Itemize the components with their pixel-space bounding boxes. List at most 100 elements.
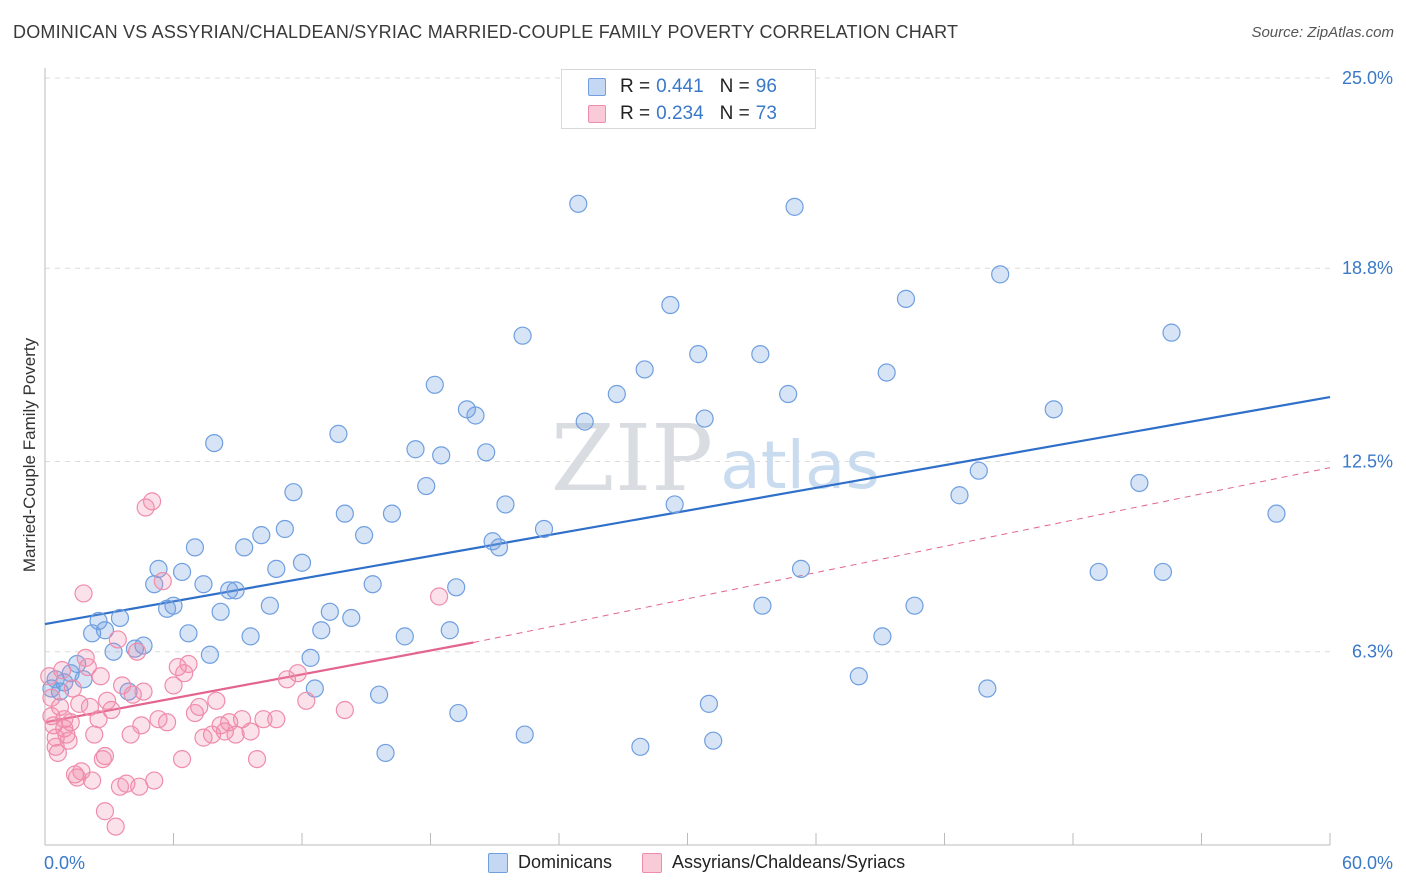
assyrian-point xyxy=(335,700,354,720)
assyrians-trend-line xyxy=(44,641,474,724)
y-tick-label: 18.8% xyxy=(1342,258,1393,278)
dominican-point xyxy=(284,483,303,502)
dominican-point xyxy=(896,289,916,308)
dominican-point xyxy=(440,621,459,640)
dominican-point xyxy=(260,596,279,615)
n-value: 96 xyxy=(755,76,777,97)
y-tick-label: 12.5% xyxy=(1342,452,1393,472)
assyrian-point xyxy=(106,817,125,836)
dominican-point xyxy=(200,645,220,664)
legend-row-assyrians: R = 0.234 N = 73 xyxy=(588,102,777,126)
dominican-point xyxy=(164,596,183,615)
assyrian-point xyxy=(297,691,316,710)
tick-labels: 6.3% 12.5% 18.8% 25.0% 0.0% 60.0% xyxy=(44,68,1393,873)
dominican-point xyxy=(355,526,374,545)
dominican-point xyxy=(665,495,684,514)
assyrian-point xyxy=(157,713,177,732)
assyrian-point xyxy=(59,731,78,750)
assyrian-point xyxy=(93,749,112,769)
dominican-point xyxy=(978,679,997,698)
dominicans-trend-line xyxy=(44,395,1331,626)
dominican-point xyxy=(704,731,723,750)
r-label: R = xyxy=(620,76,651,97)
dominican-point xyxy=(496,495,515,514)
data-points xyxy=(40,194,1286,836)
assyrian-point xyxy=(85,725,104,744)
dominican-point xyxy=(211,602,230,621)
assyrian-point xyxy=(78,657,97,677)
trend-lines xyxy=(44,395,1331,724)
dominican-point xyxy=(185,538,205,557)
correlation-legend: R = 0.441 N = 96 R = 0.234 N = 73 xyxy=(561,69,816,129)
dominican-point xyxy=(449,703,468,723)
dominican-point xyxy=(363,575,382,594)
dominican-point xyxy=(489,538,509,557)
legend-row-dominicans: R = 0.441 N = 96 xyxy=(588,75,777,99)
dominican-point xyxy=(753,596,772,615)
assyrian-point xyxy=(175,664,194,683)
dominican-point xyxy=(447,578,466,597)
assyrian-point xyxy=(277,670,297,689)
dominican-point xyxy=(779,384,798,404)
dominican-point xyxy=(607,384,626,404)
dominican-point xyxy=(661,295,680,315)
assyrian-point xyxy=(215,722,234,741)
r-label: R = xyxy=(620,103,651,124)
dominican-point xyxy=(329,424,348,443)
dominican-point xyxy=(905,596,924,615)
dominican-point xyxy=(292,553,312,572)
dominican-point xyxy=(110,608,130,628)
dominican-point xyxy=(695,409,714,428)
dominican-point xyxy=(376,743,395,763)
assyrian-point xyxy=(95,802,115,821)
assyrian-point xyxy=(254,710,273,729)
axes xyxy=(44,68,1331,846)
dominican-point xyxy=(425,375,444,394)
assyrian-point xyxy=(127,642,147,661)
dominican-point xyxy=(575,412,594,431)
assyrian-point xyxy=(429,587,449,606)
legend-label-dominicans: Dominicans xyxy=(518,852,613,872)
n-label: N = xyxy=(719,76,750,97)
dominican-point xyxy=(1153,562,1173,582)
legend-item-dominicans[interactable]: Dominicans xyxy=(488,852,612,873)
dominican-point xyxy=(194,575,213,594)
dominican-point xyxy=(432,446,451,465)
source-label: Source: ZipAtlas.com xyxy=(1251,24,1394,41)
watermark: ZIP atlas xyxy=(551,405,880,512)
r-value: 0.441 xyxy=(656,76,704,97)
dominican-point xyxy=(172,562,192,582)
chart-title: DOMINICAN VS ASSYRIAN/CHALDEAN/SYRIAC MA… xyxy=(13,22,959,42)
dominican-point xyxy=(751,345,770,364)
assyrian-point xyxy=(95,746,115,766)
n-label: N = xyxy=(719,103,750,124)
dominican-point xyxy=(635,360,654,379)
assyrian-point xyxy=(123,685,142,704)
dominican-point xyxy=(382,504,402,523)
assyrian-point xyxy=(207,691,226,710)
dominican-point xyxy=(267,559,286,578)
assyrian-point xyxy=(267,710,286,729)
dominican-point xyxy=(877,363,896,382)
assyrian-point xyxy=(145,771,164,790)
legend-item-assyrians[interactable]: Assyrians/Chaldeans/Syriacs xyxy=(642,852,905,873)
dominican-point xyxy=(689,345,708,364)
assyrian-point xyxy=(190,697,209,717)
dominican-point xyxy=(477,443,496,462)
dominican-point xyxy=(417,476,436,496)
dominican-point xyxy=(991,265,1010,284)
assyrian-point xyxy=(80,697,100,717)
assyrian-point xyxy=(108,630,127,649)
y-tick-label: 6.3% xyxy=(1352,642,1393,662)
watermark-atlas: atlas xyxy=(720,427,880,504)
assyrian-point xyxy=(288,664,307,683)
dominican-point xyxy=(220,581,239,600)
assyrian-point xyxy=(74,584,93,603)
assyrian-point xyxy=(226,725,245,744)
dominican-point xyxy=(301,648,320,667)
assyrian-point xyxy=(61,713,80,732)
legend-label-assyrians: Assyrians/Chaldeans/Syriacs xyxy=(672,852,906,872)
dominican-point xyxy=(305,679,324,698)
dominican-point xyxy=(515,725,534,744)
x-tick-label-min: 0.0% xyxy=(44,853,85,873)
